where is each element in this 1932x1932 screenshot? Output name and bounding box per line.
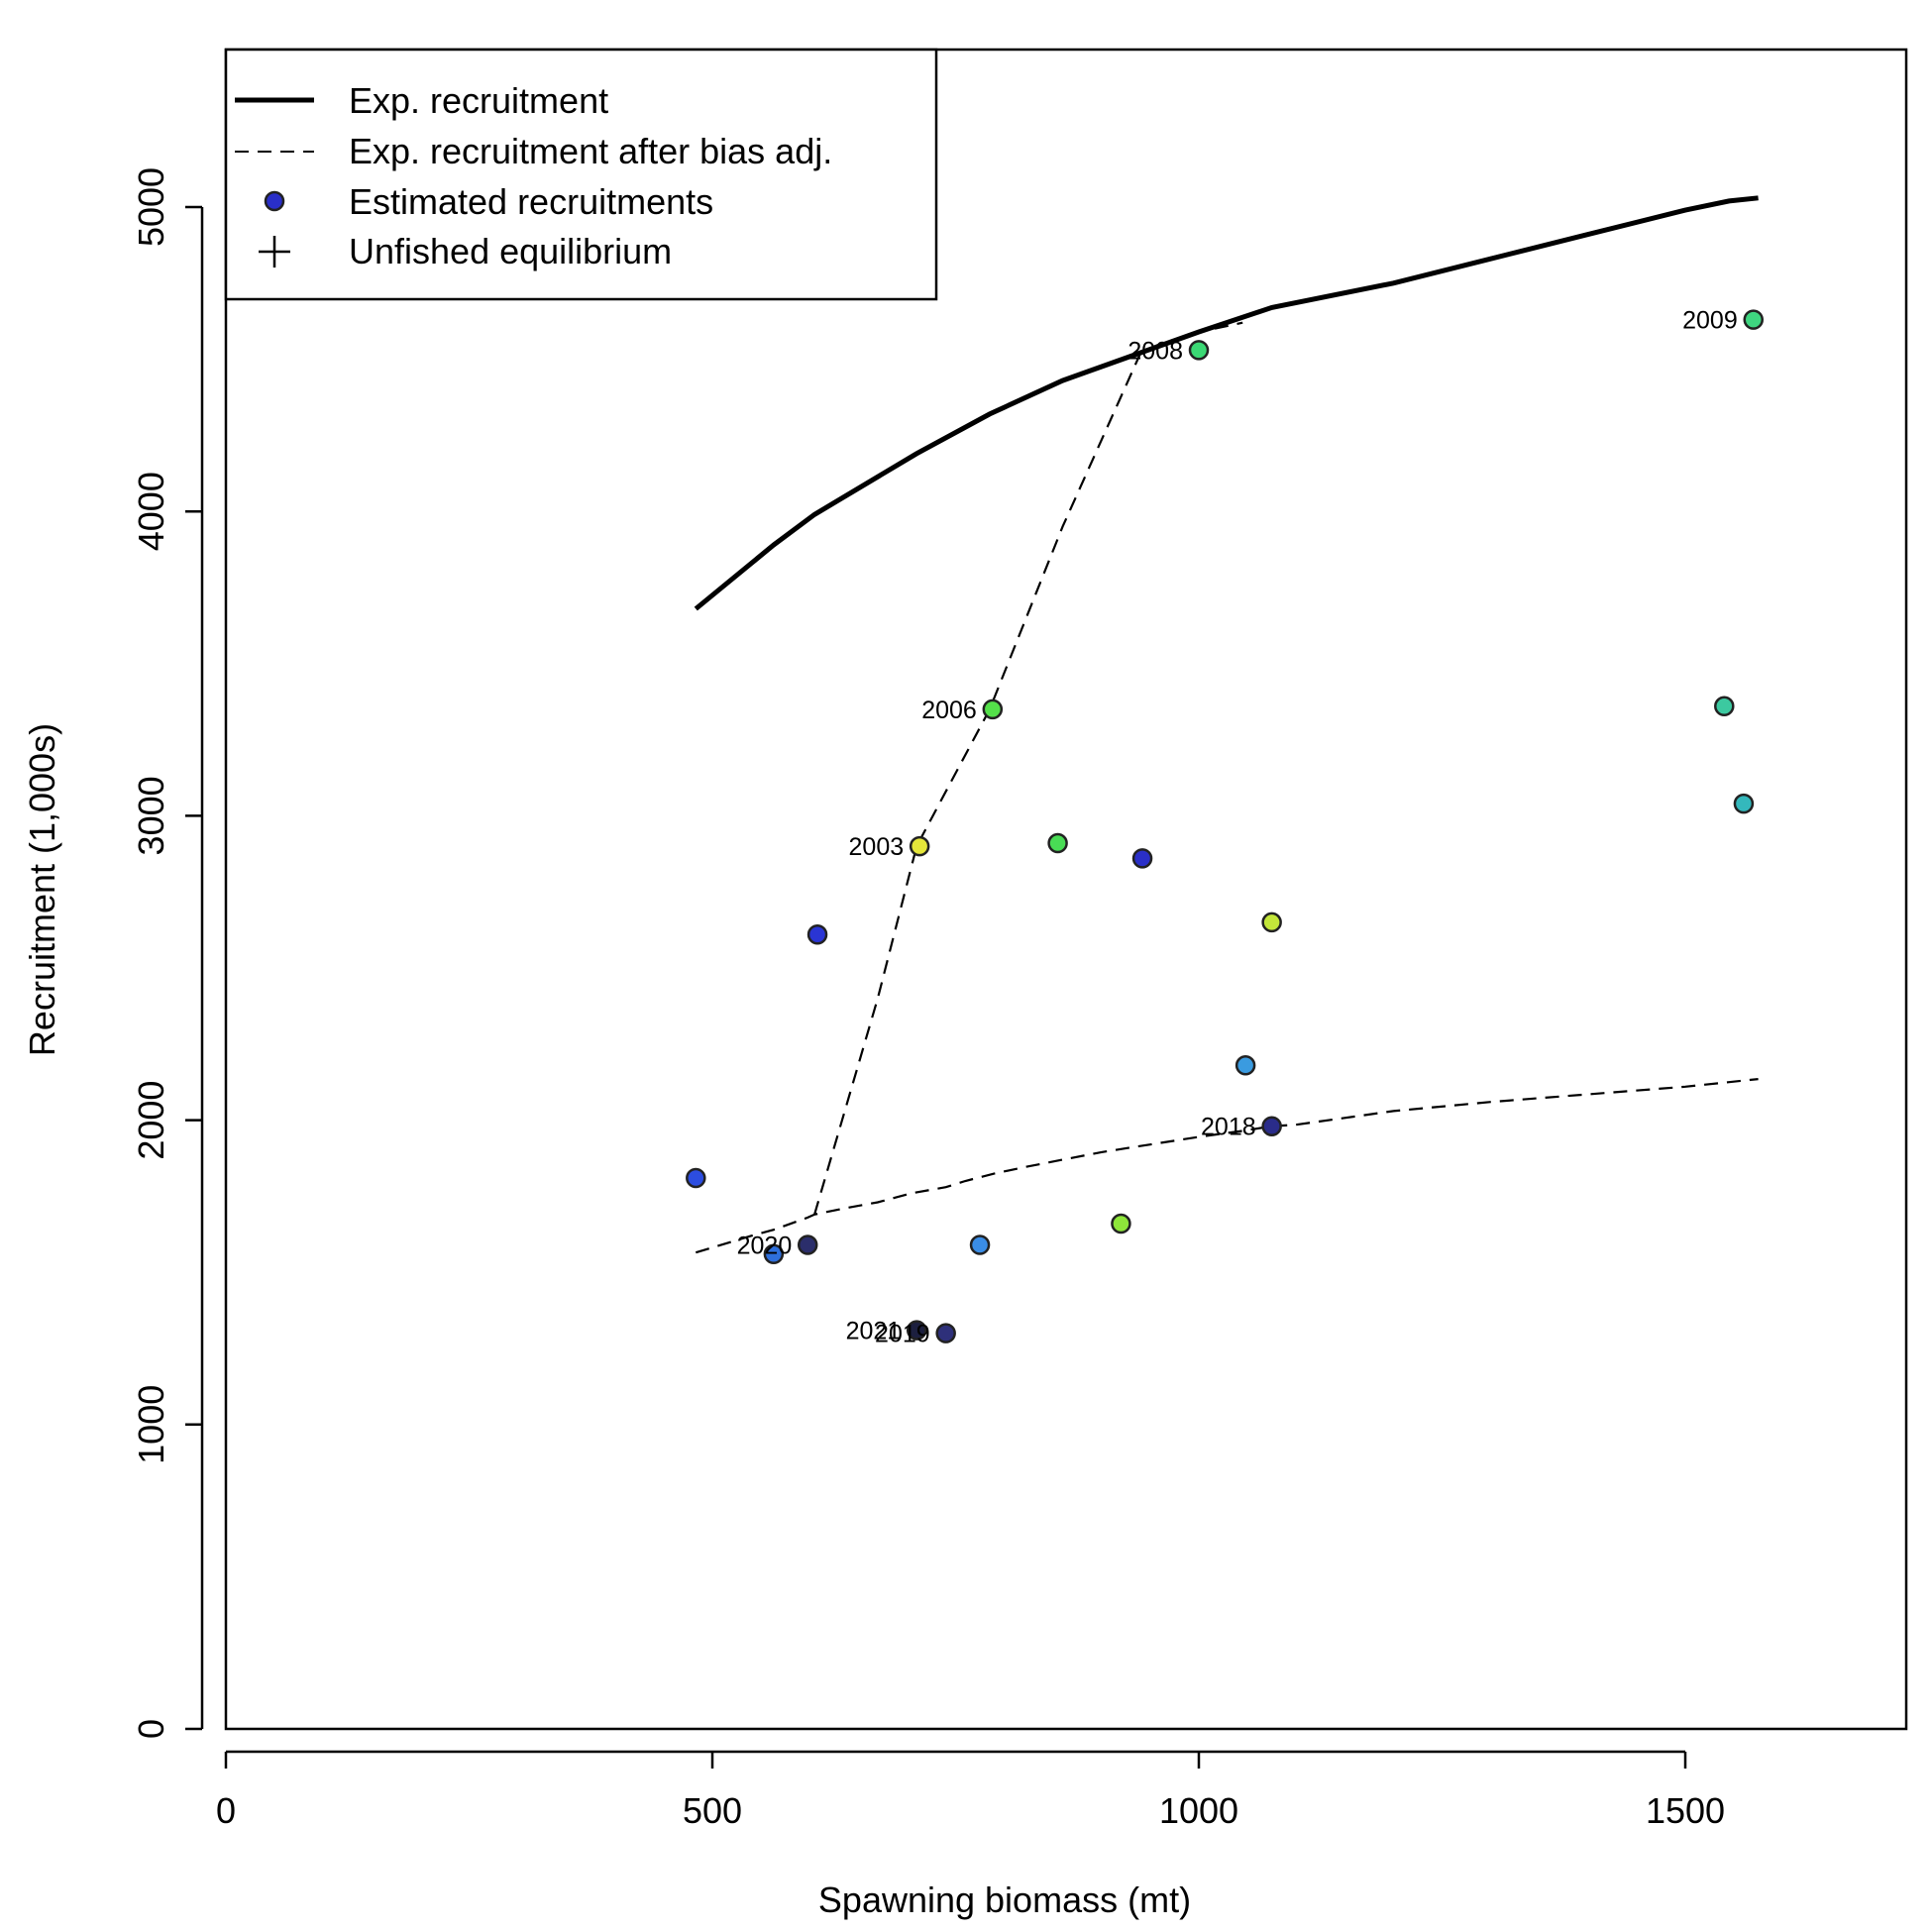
recruitment-point-8 <box>982 698 1004 720</box>
legend: Exp. recruitment Exp. recruitment after … <box>224 48 938 301</box>
y-tick-label-4000: 4000 <box>131 472 171 551</box>
recruitment-point-1 <box>763 1243 785 1265</box>
recruitment-point-18 <box>1743 309 1764 330</box>
legend-box <box>224 48 938 301</box>
plot-frame <box>224 48 1908 1731</box>
legend-entry-exp-recruitment: Exp. recruitment <box>349 80 608 121</box>
legend-circle-icon <box>264 190 285 212</box>
legend-plus-icon <box>259 236 290 268</box>
point-label-2021: 2021 <box>846 1318 902 1345</box>
recruitment-point-12 <box>1188 340 1210 361</box>
x-tick-label-1000: 1000 <box>1159 1790 1238 1831</box>
point-label-2020: 2020 <box>737 1233 793 1260</box>
plot-lines <box>694 195 1759 1254</box>
plot-labels: 2020 2021 2003 2019 2006 2008 2018 2009 <box>737 307 1738 1348</box>
legend-entry-bias-adj: Exp. recruitment after bias adj. <box>349 131 832 171</box>
recruitment-point-2 <box>797 1234 818 1255</box>
recruitment-point-5 <box>909 835 930 857</box>
recruitment-point-9 <box>1047 832 1068 854</box>
recruitment-point-10 <box>1111 1213 1131 1234</box>
recruitment-point-6 <box>935 1323 956 1343</box>
x-axis-label: Spawning biomass (mt) <box>818 1879 1191 1920</box>
recruitment-point-13 <box>1234 1055 1256 1076</box>
point-label-2008: 2008 <box>1127 337 1183 365</box>
plot-points <box>686 309 1764 1343</box>
recruitment-point-11 <box>1131 848 1153 869</box>
legend-entry-unfished: Unfished equilibrium <box>349 231 672 271</box>
recruitment-point-15 <box>1261 1116 1282 1136</box>
point-label-2003: 2003 <box>849 833 905 861</box>
recruitment-point-0 <box>686 1167 706 1189</box>
bias-adj-connector-line <box>813 321 1243 1216</box>
exp-recruitment-line <box>694 195 1759 611</box>
recruitment-point-7 <box>969 1234 991 1255</box>
point-label-2009: 2009 <box>1682 307 1738 335</box>
recruitment-point-17 <box>1733 793 1755 814</box>
y-tick-label-2000: 2000 <box>131 1081 171 1160</box>
y-axis: 0 1000 2000 3000 4000 5000 <box>131 167 204 1739</box>
point-label-2018: 2018 <box>1201 1114 1256 1141</box>
recruitment-point-4 <box>906 1320 927 1341</box>
y-tick-label-0: 0 <box>131 1719 171 1739</box>
recruitment-point-16 <box>1714 696 1735 717</box>
y-tick-label-5000: 5000 <box>131 167 171 247</box>
x-tick-label-1500: 1500 <box>1646 1790 1725 1831</box>
point-label-2019: 2019 <box>875 1321 930 1348</box>
recruitment-point-14 <box>1261 912 1282 933</box>
x-axis: 0 500 1000 1500 <box>216 1750 1725 1831</box>
x-tick-label-500: 500 <box>683 1790 742 1831</box>
recruitment-point-3 <box>806 923 828 945</box>
x-tick-label-0: 0 <box>216 1790 236 1831</box>
y-tick-label-3000: 3000 <box>131 776 171 855</box>
y-tick-label-1000: 1000 <box>131 1385 171 1464</box>
bias-adj-recruitment-line <box>695 1078 1759 1254</box>
y-axis-label: Recruitment (1,000s) <box>22 723 62 1056</box>
legend-entry-estimated: Estimated recruitments <box>349 181 713 222</box>
point-label-2006: 2006 <box>921 697 977 724</box>
